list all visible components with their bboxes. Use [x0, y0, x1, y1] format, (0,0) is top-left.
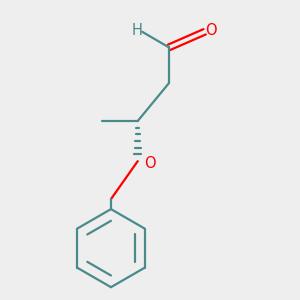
Text: O: O	[144, 156, 156, 171]
Text: O: O	[206, 23, 217, 38]
Text: H: H	[131, 23, 142, 38]
